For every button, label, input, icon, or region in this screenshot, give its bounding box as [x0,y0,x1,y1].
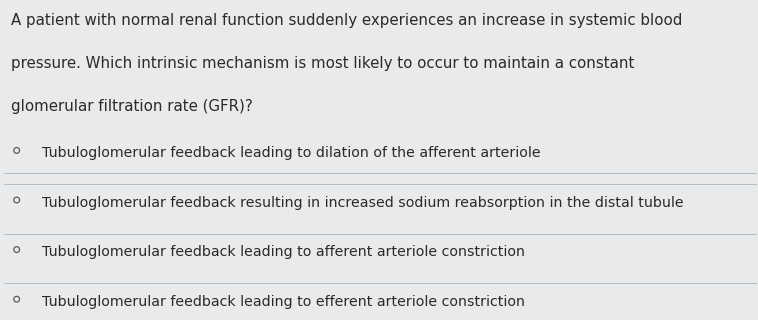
Text: Tubuloglomerular feedback leading to efferent arteriole constriction: Tubuloglomerular feedback leading to eff… [42,295,525,309]
Text: glomerular filtration rate (GFR)?: glomerular filtration rate (GFR)? [11,99,253,114]
Text: pressure. Which intrinsic mechanism is most likely to occur to maintain a consta: pressure. Which intrinsic mechanism is m… [11,56,634,71]
Text: Tubuloglomerular feedback leading to dilation of the afferent arteriole: Tubuloglomerular feedback leading to dil… [42,146,540,160]
Text: Tubuloglomerular feedback leading to afferent arteriole constriction: Tubuloglomerular feedback leading to aff… [42,245,525,260]
Text: Tubuloglomerular feedback resulting in increased sodium reabsorption in the dist: Tubuloglomerular feedback resulting in i… [42,196,683,210]
Text: A patient with normal renal function suddenly experiences an increase in systemi: A patient with normal renal function sud… [11,13,683,28]
